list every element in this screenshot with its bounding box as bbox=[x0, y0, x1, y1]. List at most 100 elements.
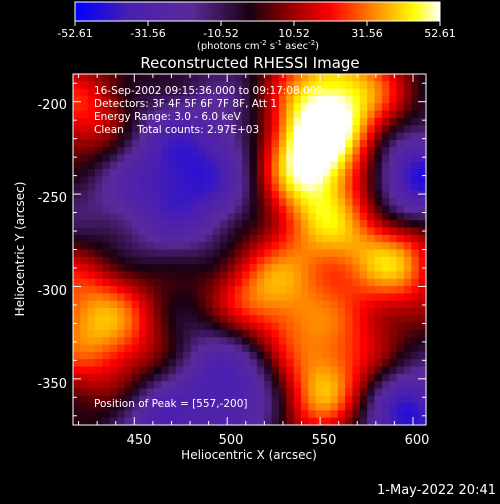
heatmap-cell bbox=[124, 381, 133, 390]
heatmap-cell bbox=[381, 95, 390, 104]
heatmap-cell bbox=[367, 293, 376, 302]
heatmap-cell bbox=[264, 337, 273, 346]
heatmap-cell bbox=[109, 234, 118, 243]
colorbar-tick-label: 31.56 bbox=[351, 27, 383, 40]
heatmap-cell bbox=[278, 110, 287, 119]
heatmap-cell bbox=[212, 117, 221, 126]
heatmap-cell bbox=[212, 125, 221, 134]
heatmap-cell bbox=[102, 278, 111, 287]
heatmap-cell bbox=[205, 344, 214, 353]
heatmap-cell bbox=[256, 125, 265, 134]
heatmap-cell bbox=[242, 344, 251, 353]
heatmap-cell bbox=[345, 212, 354, 221]
heatmap-cell bbox=[418, 256, 427, 265]
heatmap-cell bbox=[418, 125, 427, 134]
heatmap-cell bbox=[212, 366, 221, 375]
heatmap-cell bbox=[300, 139, 309, 148]
heatmap-cell bbox=[396, 220, 405, 229]
heatmap-cell bbox=[212, 315, 221, 324]
heatmap-cell bbox=[352, 95, 361, 104]
heatmap-cell bbox=[293, 125, 302, 134]
heatmap-cell bbox=[367, 351, 376, 360]
heatmap-cell bbox=[293, 88, 302, 97]
heatmap-cell bbox=[389, 88, 398, 97]
heatmap-cell bbox=[278, 227, 287, 236]
heatmap-cell bbox=[396, 388, 405, 397]
heatmap-cell bbox=[234, 125, 243, 134]
heatmap-cell bbox=[418, 315, 427, 324]
heatmap-cell bbox=[359, 373, 368, 382]
heatmap-cell bbox=[374, 300, 383, 309]
heatmap-cell bbox=[109, 315, 118, 324]
heatmap-cell bbox=[242, 147, 251, 156]
heatmap-cell bbox=[183, 220, 192, 229]
heatmap-cell bbox=[190, 264, 199, 273]
heatmap-cell bbox=[345, 117, 354, 126]
heatmap-cell bbox=[330, 117, 339, 126]
heatmap-cell bbox=[345, 95, 354, 104]
heatmap-cell bbox=[345, 344, 354, 353]
heatmap-cell bbox=[308, 410, 317, 419]
heatmap-cell bbox=[308, 395, 317, 404]
heatmap-cell bbox=[139, 132, 148, 141]
heatmap-cell bbox=[352, 293, 361, 302]
heatmap-cell bbox=[80, 388, 89, 397]
heatmap-cell bbox=[227, 154, 236, 163]
heatmap-cell bbox=[220, 74, 229, 82]
heatmap-cell bbox=[153, 286, 162, 294]
heatmap-cell bbox=[337, 388, 346, 397]
heatmap-cell bbox=[278, 337, 287, 346]
heatmap-cell bbox=[286, 388, 295, 397]
heatmap-cell bbox=[227, 103, 236, 112]
heatmap-cell bbox=[212, 95, 221, 104]
heatmap-cell bbox=[323, 198, 331, 207]
heatmap-cell bbox=[95, 322, 104, 331]
heatmap-cell bbox=[330, 147, 339, 156]
heatmap-cell bbox=[117, 417, 126, 426]
heatmap-cell bbox=[315, 337, 324, 346]
heatmap-cell bbox=[198, 169, 206, 177]
heatmap-cell bbox=[330, 110, 339, 119]
heatmap-cell bbox=[161, 351, 170, 360]
heatmap-cell bbox=[190, 344, 199, 353]
heatmap-cell bbox=[234, 271, 243, 280]
heatmap-cell bbox=[418, 88, 427, 97]
heatmap-cell bbox=[234, 337, 243, 346]
heatmap-cell bbox=[131, 220, 140, 229]
heatmap-cell bbox=[161, 264, 170, 273]
heatmap-cell bbox=[256, 139, 265, 148]
heatmap-cell bbox=[249, 329, 258, 338]
heatmap-cell bbox=[308, 88, 317, 97]
heatmap-cell bbox=[131, 417, 140, 426]
heatmap-cell bbox=[315, 234, 324, 243]
heatmap-cell bbox=[102, 242, 111, 251]
heatmap-cell bbox=[146, 395, 155, 404]
heatmap-cell bbox=[315, 315, 324, 324]
heatmap-cell bbox=[95, 110, 104, 119]
heatmap-cell bbox=[102, 271, 111, 280]
heatmap-cell bbox=[212, 278, 221, 287]
heatmap-cell bbox=[87, 176, 96, 185]
heatmap-cell bbox=[87, 227, 96, 236]
heatmap-cell bbox=[300, 227, 309, 236]
heatmap-cell bbox=[352, 103, 361, 112]
heatmap-cell bbox=[80, 403, 89, 411]
heatmap-cell bbox=[345, 139, 354, 148]
heatmap-cell bbox=[323, 191, 331, 199]
heatmap-cell bbox=[73, 315, 81, 324]
heatmap-cell bbox=[293, 117, 302, 126]
heatmap-cell bbox=[161, 315, 170, 324]
heatmap-cell bbox=[198, 351, 206, 360]
heatmap-cell bbox=[264, 264, 273, 273]
heatmap-cell bbox=[278, 278, 287, 287]
heatmap-cell bbox=[95, 74, 104, 82]
heatmap-cell bbox=[190, 403, 199, 411]
heatmap-cell bbox=[367, 191, 376, 199]
heatmap-cell bbox=[286, 125, 295, 134]
heatmap-cell bbox=[256, 183, 265, 192]
heatmap-cell bbox=[168, 147, 177, 156]
heatmap-cell bbox=[381, 264, 390, 273]
heatmap-cell bbox=[264, 169, 273, 177]
heatmap-cell bbox=[117, 410, 126, 419]
heatmap-cell bbox=[271, 227, 280, 236]
